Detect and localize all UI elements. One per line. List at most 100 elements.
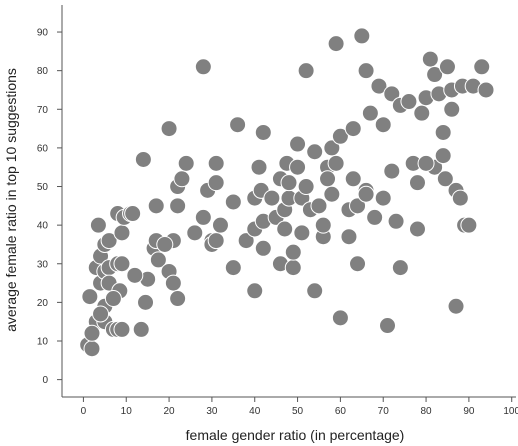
y-tick-label: 10 — [37, 337, 49, 348]
point — [280, 174, 298, 192]
point — [207, 174, 225, 192]
point — [229, 116, 247, 134]
point — [194, 58, 212, 76]
point — [383, 85, 401, 103]
point — [224, 193, 242, 211]
point — [113, 255, 131, 273]
point — [370, 77, 388, 95]
point — [306, 143, 324, 161]
point — [284, 259, 302, 277]
y-tick-label: 80 — [37, 66, 49, 77]
point — [104, 290, 122, 308]
point — [344, 120, 362, 138]
point — [357, 62, 375, 80]
point — [211, 216, 229, 234]
point — [137, 293, 155, 311]
point — [383, 162, 401, 180]
y-tick-label: 70 — [37, 105, 49, 116]
point — [331, 309, 349, 327]
point — [344, 170, 362, 188]
x-tick-label: 30 — [206, 406, 218, 417]
point — [276, 220, 294, 238]
point — [250, 158, 268, 176]
point — [379, 317, 397, 335]
point — [169, 290, 187, 308]
point — [353, 27, 371, 45]
point — [366, 208, 384, 226]
point — [306, 282, 324, 300]
point — [323, 139, 341, 157]
point — [156, 235, 174, 253]
point — [331, 127, 349, 145]
point — [177, 154, 195, 172]
y-tick-label: 50 — [37, 182, 49, 193]
point — [426, 66, 444, 84]
point — [297, 62, 315, 80]
point — [194, 208, 212, 226]
point — [100, 232, 118, 250]
point — [169, 197, 187, 215]
x-tick-label: 100 — [503, 406, 518, 417]
point — [173, 170, 191, 188]
x-tick-label: 40 — [249, 406, 261, 417]
point — [293, 224, 311, 242]
y-tick-label: 0 — [42, 375, 48, 386]
point — [361, 104, 379, 122]
point — [224, 259, 242, 277]
point — [134, 150, 152, 168]
point — [323, 185, 341, 203]
point — [374, 116, 392, 134]
point — [413, 104, 431, 122]
y-axis-label: average female ratio in top 10 suggestio… — [3, 68, 19, 332]
point — [113, 320, 131, 338]
point — [237, 232, 255, 250]
point — [186, 224, 204, 242]
point — [132, 320, 150, 338]
point — [164, 274, 182, 292]
point — [408, 220, 426, 238]
point — [263, 189, 281, 207]
point — [436, 170, 454, 188]
point — [149, 251, 167, 269]
point — [83, 340, 101, 358]
x-tick-label: 0 — [81, 406, 87, 417]
y-tick-label: 90 — [37, 28, 49, 39]
x-tick-label: 20 — [164, 406, 176, 417]
x-tick-label: 70 — [378, 406, 390, 417]
point — [92, 305, 110, 323]
point — [391, 259, 409, 277]
point — [374, 189, 392, 207]
point — [387, 212, 405, 230]
point — [284, 243, 302, 261]
point — [417, 154, 435, 172]
point — [314, 216, 332, 234]
y-tick-label: 60 — [37, 143, 49, 154]
point — [147, 197, 165, 215]
y-tick-label: 20 — [37, 298, 49, 309]
point — [434, 147, 452, 165]
x-tick-label: 90 — [463, 406, 475, 417]
x-tick-label: 60 — [335, 406, 347, 417]
point — [340, 228, 358, 246]
point — [83, 324, 101, 342]
point — [207, 232, 225, 250]
point — [451, 189, 469, 207]
point — [160, 120, 178, 138]
point — [349, 255, 367, 273]
point — [443, 100, 461, 118]
point — [319, 170, 337, 188]
point — [438, 58, 456, 76]
point — [289, 135, 307, 153]
point — [327, 35, 345, 53]
point — [254, 123, 272, 141]
point — [434, 123, 452, 141]
point — [207, 154, 225, 172]
x-axis-label: female gender ratio (in percentage) — [186, 427, 405, 443]
y-tick-label: 30 — [37, 259, 49, 270]
point — [126, 266, 144, 284]
point — [477, 81, 495, 99]
point — [297, 178, 315, 196]
y-tick-label: 40 — [37, 221, 49, 232]
point — [460, 216, 478, 234]
